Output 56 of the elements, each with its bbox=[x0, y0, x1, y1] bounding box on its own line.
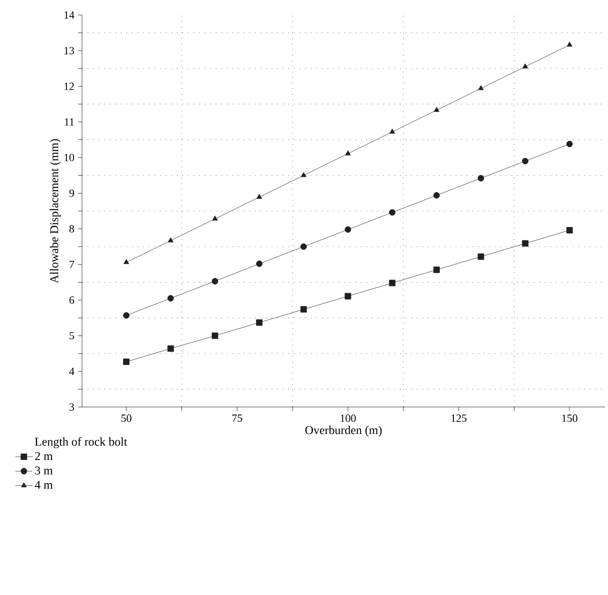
x-tick-label: 50 bbox=[121, 414, 132, 422]
point bbox=[389, 128, 396, 134]
point bbox=[566, 42, 572, 47]
y-tick-label: 9 bbox=[69, 190, 74, 197]
point bbox=[300, 243, 307, 250]
y-axis-title: Allowabe Displacement (mm) bbox=[50, 139, 61, 284]
point bbox=[212, 332, 218, 339]
point bbox=[256, 194, 262, 199]
y-tick-label: 14 bbox=[64, 11, 74, 19]
point bbox=[522, 63, 528, 68]
point bbox=[123, 358, 130, 365]
x-axis-title: Overburden (m) bbox=[305, 426, 382, 437]
legend-label: 3 m bbox=[35, 466, 53, 474]
y-tick-label: 7 bbox=[70, 260, 74, 268]
legend-title: Length of rock bolt bbox=[34, 437, 128, 448]
y-tick-label: 11 bbox=[64, 118, 74, 126]
point bbox=[167, 345, 174, 352]
point bbox=[344, 292, 352, 300]
point bbox=[522, 240, 528, 247]
point bbox=[434, 106, 440, 112]
point bbox=[212, 216, 218, 221]
point bbox=[566, 140, 573, 148]
point bbox=[167, 295, 174, 302]
point bbox=[389, 209, 396, 216]
point bbox=[389, 280, 396, 286]
y-tick-label: 12 bbox=[64, 82, 74, 90]
point bbox=[256, 260, 262, 267]
y-tick-label: 3 bbox=[70, 403, 74, 411]
point bbox=[300, 306, 307, 313]
point bbox=[478, 175, 484, 182]
legend-label: 2 m bbox=[35, 452, 53, 460]
y-tick-label: 8 bbox=[69, 225, 74, 233]
x-tick-label: 125 bbox=[451, 414, 467, 422]
point bbox=[256, 319, 262, 326]
point bbox=[478, 253, 484, 260]
point bbox=[433, 192, 440, 199]
point bbox=[300, 172, 306, 178]
point bbox=[212, 278, 218, 284]
y-tick-label: 6 bbox=[69, 296, 74, 304]
x-tick-label: 150 bbox=[562, 414, 578, 422]
y-tick-label: 5 bbox=[70, 332, 74, 340]
y-tick-label: 4 bbox=[69, 368, 74, 375]
point bbox=[124, 259, 130, 264]
x-tick-label: 75 bbox=[232, 414, 242, 422]
point bbox=[344, 226, 352, 233]
y-tick-label: 10 bbox=[64, 154, 74, 162]
point bbox=[433, 266, 440, 273]
point bbox=[345, 150, 351, 156]
y-tick-label: 13 bbox=[64, 46, 74, 54]
point bbox=[478, 85, 484, 90]
point bbox=[168, 237, 174, 242]
point bbox=[522, 158, 528, 164]
point bbox=[123, 312, 130, 319]
legend-label: 4 m bbox=[34, 480, 53, 489]
x-tick-label: 100 bbox=[340, 414, 356, 422]
point bbox=[566, 227, 573, 234]
